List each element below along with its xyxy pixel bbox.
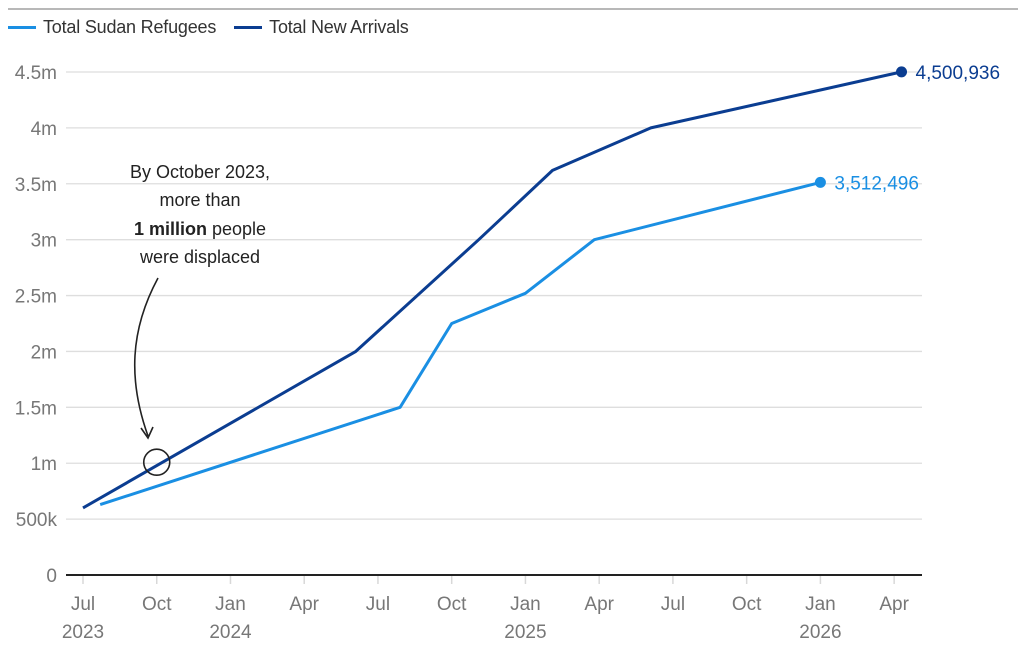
series-end-marker-1 xyxy=(896,66,908,78)
series-line-0 xyxy=(99,180,821,507)
series-lines: 3,512,496 4,500,936 xyxy=(82,63,1001,510)
legend-item-sudan-refugees: Total Sudan Refugees xyxy=(8,17,216,38)
legend-swatch-sudan-refugees xyxy=(8,26,36,29)
y-tick-label: 4m xyxy=(31,119,57,140)
x-tick-label: Oct xyxy=(732,594,762,615)
series-end-label-1: 4,500,936 xyxy=(916,63,1001,84)
y-tick-label: 3.5m xyxy=(15,175,57,196)
x-tick-label: Jul xyxy=(71,594,95,615)
series-line-1 xyxy=(82,70,902,510)
y-tick-label: 4.5m xyxy=(15,63,57,84)
annotation-line-1: By October 2023, xyxy=(130,162,270,182)
x-tick-label: Apr xyxy=(879,594,909,615)
x-tick-label: Jul xyxy=(366,594,390,615)
legend-swatch-new-arrivals xyxy=(234,26,263,29)
legend-label-sudan-refugees: Total Sudan Refugees xyxy=(43,17,217,37)
x-tick-label: Oct xyxy=(142,594,172,615)
x-tick-label: Apr xyxy=(289,594,319,615)
x-tick-label: Jul xyxy=(661,594,685,615)
annotation-arrow xyxy=(133,277,159,437)
series-end-label-0: 3,512,496 xyxy=(834,173,919,194)
y-tick-label: 2.5m xyxy=(15,287,57,308)
y-tick-label: 1.5m xyxy=(15,398,57,419)
y-axis-labels: 0 500k 1m 1.5m 2m 2.5m 3m 3.5m 4m 4.5m xyxy=(15,63,58,587)
gridlines xyxy=(66,71,922,520)
legend: Total Sudan Refugees Total New Arrivals xyxy=(8,17,409,38)
x-tick-label: Jan xyxy=(510,594,541,615)
x-tick-label: Jan xyxy=(215,594,246,615)
series-end-marker-0 xyxy=(814,176,826,188)
annotation: By October 2023, more than 1 million peo… xyxy=(130,162,270,477)
x-axis: Jul 2023 Oct Jan 2024 Apr Jul Oct Jan 2025 Apr Jul O… xyxy=(62,574,922,643)
y-tick-label: 2m xyxy=(31,342,57,363)
x-tick-label: Oct xyxy=(437,594,467,615)
x-tick-year-label: 2023 xyxy=(62,622,104,643)
y-tick-label: 0 xyxy=(46,566,57,587)
y-tick-label: 3m xyxy=(31,231,57,252)
x-tick-label: Jan xyxy=(805,594,836,615)
legend-item-new-arrivals: Total New Arrivals xyxy=(234,17,409,38)
y-tick-label: 500k xyxy=(16,510,58,531)
x-tick-year-label: 2025 xyxy=(504,622,546,643)
y-tick-label: 1m xyxy=(31,454,57,475)
x-tick-label: Apr xyxy=(584,594,614,615)
x-tick-year-label: 2026 xyxy=(799,622,841,643)
annotation-line-2: more than xyxy=(159,190,240,210)
annotation-line-4: were displaced xyxy=(139,247,260,267)
legend-label-new-arrivals: Total New Arrivals xyxy=(269,17,409,37)
annotation-bold-text: 1 million xyxy=(134,219,207,239)
x-tick-year-label: 2024 xyxy=(209,622,252,643)
annotation-line-3: 1 million people xyxy=(134,219,266,239)
arrow-head-icon xyxy=(140,426,154,440)
top-rule xyxy=(8,8,1018,10)
annotation-circle xyxy=(142,448,171,477)
annotation-line-3-rest: people xyxy=(207,219,266,239)
